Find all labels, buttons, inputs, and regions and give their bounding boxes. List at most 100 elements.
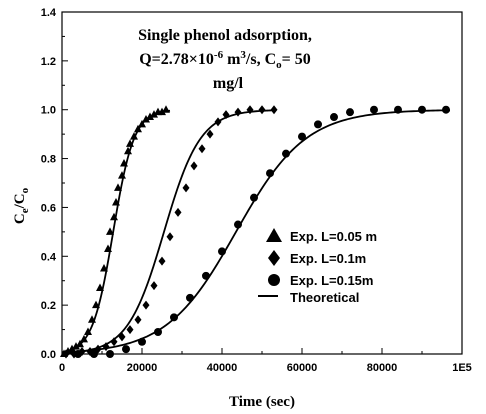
- diamond-point-2-17: [198, 144, 206, 154]
- circle-point-3-4: [138, 337, 146, 346]
- title-q-rest: /s, C: [245, 51, 276, 68]
- diamond-point-2-16: [190, 161, 198, 171]
- diamond-point-2-24: [270, 105, 278, 115]
- y-axis-label: Ce/Co: [12, 187, 31, 224]
- y-tick-label-0: 0.0: [41, 349, 56, 361]
- y-tick-label-5: 1.0: [41, 105, 56, 117]
- circle-point-3-2: [106, 350, 114, 358]
- triangle-point-1-8: [92, 300, 100, 309]
- y-tick-label-2: 0.4: [41, 251, 57, 263]
- triangle-point-1-16: [118, 171, 126, 179]
- triangle-point-1-15: [114, 183, 122, 191]
- triangle-point-1-9: [96, 283, 104, 292]
- x-tick-label-0: 0: [59, 362, 65, 374]
- triangle-point-1-25: [150, 110, 158, 118]
- triangle-point-1-22: [138, 119, 146, 128]
- triangle-point-1-10: [100, 264, 108, 272]
- diamond-point-2-6: [110, 337, 118, 347]
- circle-point-3-14: [298, 132, 306, 141]
- x-axis-label: Time (sec): [229, 394, 295, 410]
- circle-point-3-16: [330, 113, 338, 122]
- diamond-point-2-22: [246, 105, 254, 115]
- legend-triangle-marker: [266, 228, 282, 242]
- title-q-exp: -6: [214, 49, 224, 61]
- x-tick-label-2: 40000: [207, 362, 238, 374]
- y-tick-label-7: 1.4: [41, 7, 57, 19]
- legend: Exp. L=0.05 m Exp. L=0.1m Exp. L=0.15m T…: [258, 228, 377, 305]
- ylabel-sub2: o: [19, 187, 31, 193]
- title-q-end: = 50: [282, 51, 311, 68]
- diamond-point-2-14: [174, 207, 182, 217]
- circle-point-3-0: [74, 350, 82, 358]
- x-tick-label-4: 80000: [367, 362, 398, 374]
- circle-point-3-1: [90, 350, 98, 358]
- circle-point-3-5: [154, 328, 162, 337]
- triangle-point-1-28: [162, 105, 170, 113]
- theoretical-curve-2: [61, 109, 275, 355]
- diamond-point-2-8: [126, 325, 134, 335]
- circle-point-3-6: [170, 313, 178, 322]
- circle-point-3-11: [250, 193, 258, 202]
- triangle-point-1-4: [76, 339, 84, 348]
- title-q-prefix: Q=2.78×10: [139, 51, 214, 68]
- circle-point-3-10: [234, 220, 242, 229]
- triangle-point-1-7: [88, 315, 96, 323]
- circle-point-3-9: [218, 247, 226, 256]
- legend-label-series-3: Exp. L=0.15m: [290, 273, 373, 288]
- diamond-point-2-10: [142, 300, 150, 310]
- y-tick-label-1: 0.2: [41, 300, 56, 312]
- chart-title-line-3: mg/l: [213, 75, 244, 92]
- legend-label-series-2: Exp. L=0.1m: [290, 251, 366, 266]
- circle-point-3-17: [346, 108, 354, 117]
- y-tick-labels: 0.0 0.2 0.4 0.6 0.8 1.0 1.2 1.4: [41, 7, 57, 361]
- triangle-point-1-19: [126, 139, 134, 147]
- triangle-point-1-13: [110, 212, 118, 221]
- data-markers: [60, 105, 450, 359]
- diamond-point-2-9: [134, 315, 142, 325]
- x-tick-label-5: 1E5: [452, 362, 472, 374]
- circle-point-3-19: [394, 105, 402, 114]
- y-tick-label-6: 1.2: [41, 56, 56, 68]
- triangle-point-1-5: [80, 334, 88, 343]
- circle-point-3-7: [186, 293, 194, 302]
- diamond-point-2-15: [182, 183, 190, 193]
- theoretical-curves: [61, 109, 451, 355]
- diamond-point-2-0: [62, 349, 70, 359]
- triangle-point-1-12: [106, 227, 114, 235]
- circle-point-3-20: [418, 105, 426, 114]
- circle-point-3-12: [266, 169, 274, 178]
- diamond-point-2-7: [118, 332, 126, 342]
- theoretical-curve-1: [61, 109, 171, 354]
- circle-point-3-21: [442, 105, 450, 114]
- diamond-point-2-19: [214, 117, 222, 127]
- circle-point-3-18: [370, 105, 378, 114]
- circle-point-3-8: [202, 271, 210, 280]
- circle-point-3-3: [122, 345, 130, 354]
- chart-title-line-1: Single phenol adsorption,: [138, 27, 312, 44]
- diamond-point-2-21: [234, 107, 242, 117]
- triangle-point-1-20: [130, 132, 138, 140]
- diamond-point-2-23: [258, 105, 266, 115]
- y-tick-label-4: 0.8: [41, 154, 56, 166]
- legend-circle-marker: [268, 274, 280, 286]
- diamond-point-2-13: [166, 232, 174, 242]
- triangle-point-1-6: [84, 327, 92, 336]
- ylabel-slash: /C: [12, 193, 28, 209]
- diamond-point-2-12: [158, 256, 166, 266]
- triangle-point-1-21: [134, 124, 142, 133]
- diamond-point-2-18: [206, 129, 214, 139]
- circle-point-3-13: [282, 149, 290, 158]
- triangle-point-1-14: [112, 198, 120, 206]
- x-tick-label-1: 20000: [127, 362, 158, 374]
- x-tick-labels: 0 20000 40000 60000 80000 1E5: [59, 362, 472, 374]
- triangle-point-1-3: [72, 342, 80, 350]
- triangle-point-1-18: [124, 146, 132, 155]
- diamond-point-2-5: [102, 342, 110, 352]
- title-q-sub: o: [276, 59, 282, 71]
- diamond-point-2-20: [222, 110, 230, 120]
- title-q-unit-exp: 3: [240, 49, 246, 61]
- triangle-point-1-23: [142, 114, 150, 123]
- chart-title-line-2: Q=2.78×10-6 m3/s, Co= 50: [139, 49, 311, 71]
- y-tick-label-3: 0.6: [41, 202, 56, 214]
